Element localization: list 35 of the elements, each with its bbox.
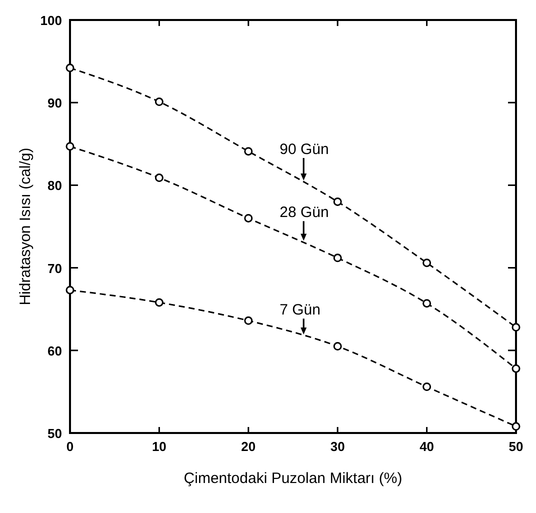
point: [244, 316, 253, 325]
point: [154, 174, 164, 182]
point: [422, 258, 432, 268]
y-tick-label: 80: [48, 178, 62, 194]
series-label: 90 Gün: [280, 140, 329, 158]
point: [66, 286, 74, 294]
series-label: 28 Gün: [280, 204, 329, 222]
y-tick-label: 100: [40, 13, 62, 28]
y-tick-label: 50: [48, 426, 62, 441]
y-tick-label: 60: [48, 343, 62, 358]
x-tick-label: 10: [152, 439, 166, 454]
x-axis-title: Çimentodaki Puzolan Miktarı (%): [184, 470, 402, 487]
x-tick-label: 30: [330, 439, 345, 454]
series-label: 7 Gün: [280, 302, 320, 319]
point: [333, 342, 342, 351]
point: [244, 147, 253, 156]
point: [422, 382, 432, 391]
x-tick-label: 0: [66, 439, 74, 454]
x-tick-label: 40: [420, 439, 434, 454]
point: [244, 214, 253, 222]
point: [66, 64, 74, 72]
point: [154, 298, 164, 307]
point: [422, 299, 432, 308]
point: [512, 323, 520, 332]
point: [512, 422, 520, 431]
x-tick-label: 50: [508, 439, 524, 454]
point: [333, 197, 342, 206]
y-axis-title: Hidratasyon Isısı (cal/g): [17, 148, 34, 306]
point: [333, 254, 342, 262]
y-tick-label: 70: [48, 260, 62, 276]
point: [154, 98, 164, 106]
y-tick-label: 90: [48, 96, 62, 111]
point: [512, 364, 520, 373]
x-tick-label: 20: [241, 439, 256, 454]
point: [66, 142, 74, 151]
